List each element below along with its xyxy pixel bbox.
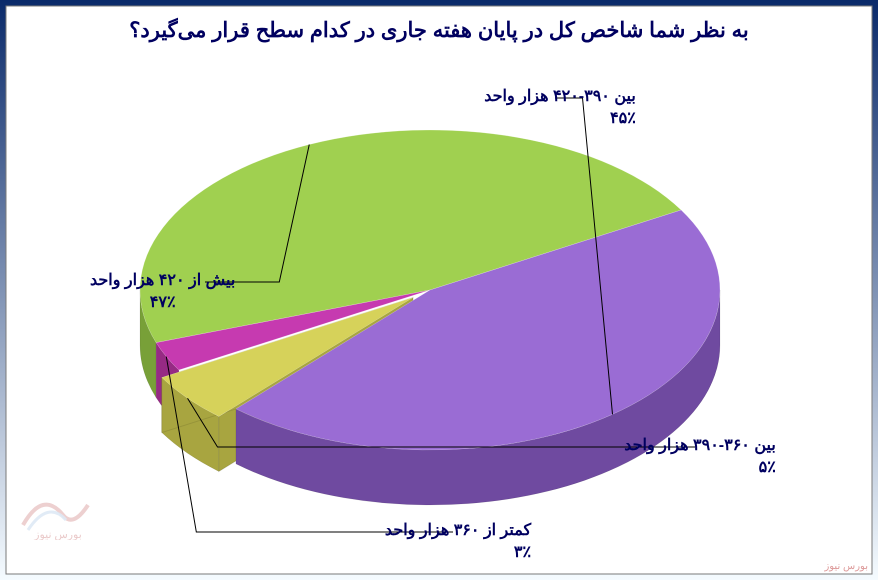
chart-title: به نظر شما شاخص کل در پایان هفته جاری در…: [0, 18, 878, 43]
watermark-logo: بورس نیوز: [18, 480, 98, 540]
slice-label: بین ۳۶۰-۳۹۰ هزار واحد۵٪: [624, 435, 776, 480]
watermark-corner: بورس نیوز: [824, 561, 868, 572]
slice-label-line1: کمتر از ۳۶۰ هزار واحد: [385, 520, 531, 542]
slice-label-line2: ۴۷٪: [90, 292, 235, 314]
slice-label: کمتر از ۳۶۰ هزار واحد۳٪: [385, 520, 531, 565]
slice-label-line1: بین ۳۶۰-۳۹۰ هزار واحد: [624, 435, 776, 457]
slice-label: بین ۳۹۰-۴۲۰ هزار واحد۴۵٪: [484, 86, 636, 131]
slice-label-line1: بیش از ۴۲۰ هزار واحد: [90, 270, 235, 292]
slice-label-line2: ۵٪: [624, 457, 776, 479]
chart-container: به نظر شما شاخص کل در پایان هفته جاری در…: [0, 0, 878, 580]
slice-label-line1: بین ۳۹۰-۴۲۰ هزار واحد: [484, 86, 636, 108]
slice-label: بیش از ۴۲۰ هزار واحد۴۷٪: [90, 270, 235, 315]
svg-text:بورس نیوز: بورس نیوز: [33, 529, 82, 540]
slice-label-line2: ۴۵٪: [484, 108, 636, 130]
slice-label-line2: ۳٪: [385, 542, 531, 564]
